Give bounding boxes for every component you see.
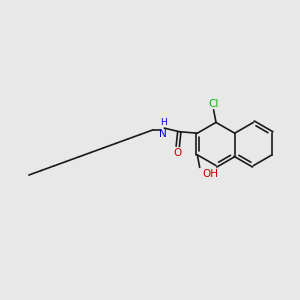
Text: H: H <box>160 118 167 127</box>
Text: OH: OH <box>202 169 218 179</box>
Text: O: O <box>174 148 182 158</box>
Text: Cl: Cl <box>208 99 219 109</box>
Text: N: N <box>159 129 167 139</box>
